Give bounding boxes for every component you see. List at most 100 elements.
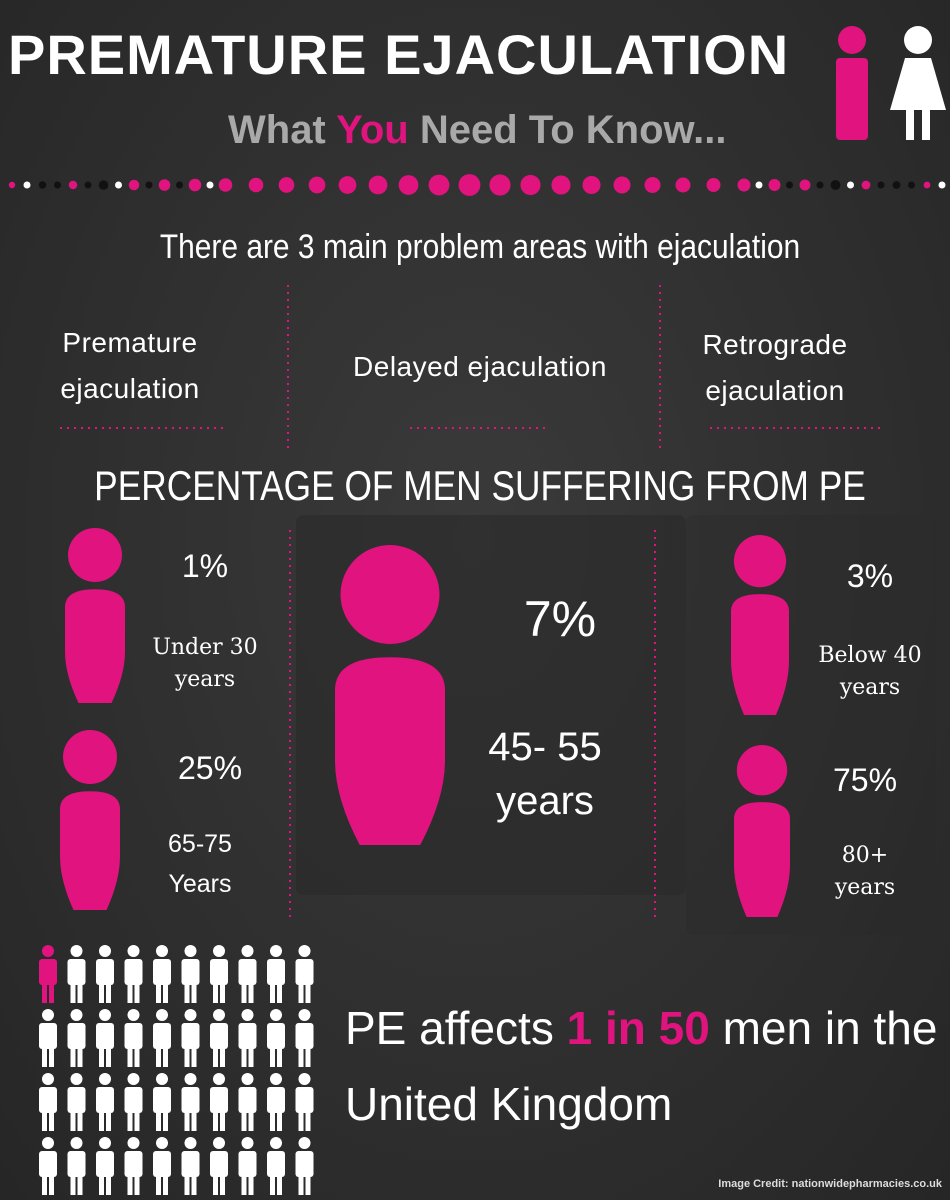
stat-group: Under 30 years [152, 635, 258, 692]
icon-body [181, 959, 200, 985]
crowd-icon [238, 1073, 257, 1131]
icon-head [340, 545, 440, 644]
separator-dot [908, 181, 915, 189]
crowd-icon [124, 1009, 143, 1067]
separator-dot [248, 177, 264, 193]
crowd-icon [153, 945, 171, 1003]
icon-leg [213, 1111, 218, 1131]
icon-leg [77, 1047, 83, 1067]
icon-body [67, 959, 86, 985]
icon-head [42, 1073, 54, 1085]
icon-leg [270, 983, 275, 1003]
icon-leg [270, 1111, 275, 1131]
icon-head [736, 745, 788, 796]
icon-leg [49, 1047, 54, 1067]
separator-dot [830, 180, 841, 190]
icon-body [267, 1023, 285, 1049]
icon-body [96, 1023, 114, 1049]
crowd-icon [295, 1073, 314, 1131]
icon-leg [163, 983, 168, 1003]
icon-leg [220, 983, 225, 1003]
icon-leg [42, 1047, 47, 1067]
section-title: PERCENTAGE OF MEN SUFFERING FROM PE [94, 462, 866, 509]
icon-leg [305, 1175, 311, 1195]
separator-dot [847, 181, 854, 189]
icon-head [156, 1137, 168, 1149]
separator-dot [428, 174, 450, 196]
separator-dot [54, 181, 61, 189]
stat-group: 45- 55 years [488, 725, 602, 823]
icon-body [267, 1087, 285, 1113]
icon-head [127, 1137, 140, 1149]
icon-head [270, 1137, 282, 1149]
icon-leg [99, 1175, 104, 1195]
stat-percent: 1% [181, 548, 229, 584]
stat-group: Below 40 years [818, 643, 922, 700]
icon-head [298, 1009, 311, 1021]
crowd-icon [210, 1009, 228, 1067]
separator-dot [799, 179, 811, 191]
problem-area: Premature ejaculation [60, 327, 200, 404]
stat-percent: 7% [523, 591, 597, 647]
subtitle: What You Need To Know... [228, 108, 727, 153]
separator-dot [923, 181, 931, 189]
icon-head [184, 1073, 197, 1085]
crowd-icon [67, 1073, 86, 1131]
separator-dot [737, 178, 751, 192]
icon-leg [191, 1111, 197, 1131]
separator-dot [551, 175, 571, 195]
statement-number: 1 [566, 1002, 593, 1054]
icon-leg [127, 1111, 133, 1131]
person-icon [335, 545, 445, 845]
separator-dot [613, 176, 631, 194]
icon-body [210, 959, 228, 985]
man-icon [836, 26, 868, 140]
icon-leg [277, 1111, 282, 1131]
icon-body [39, 959, 57, 985]
separator-dot [755, 181, 763, 189]
stat-percent: 25% [177, 750, 243, 786]
crowd-icon [96, 1009, 114, 1067]
icon-body [836, 58, 868, 140]
separator-dot [206, 181, 214, 189]
icon-leg [220, 1111, 225, 1131]
icon-body [153, 959, 171, 985]
crowd-icon [67, 1137, 86, 1195]
icon-leg [163, 1175, 168, 1195]
icon-leg [134, 1047, 140, 1067]
icon-body [295, 1023, 314, 1049]
stat-percent: 75% [832, 762, 898, 798]
icon-leg [305, 1111, 311, 1131]
icon-head [127, 945, 140, 957]
icon-body [67, 1023, 86, 1049]
statement-text: men in the United Kingdom [345, 1002, 938, 1130]
crowd-icon [210, 945, 228, 1003]
icon-leg [163, 1111, 168, 1131]
crowd-icon [267, 1009, 285, 1067]
icon-leg [248, 1047, 254, 1067]
icon-body [267, 1151, 285, 1177]
icon-body [153, 1023, 171, 1049]
icon-body [734, 802, 790, 917]
crowd-icon [67, 945, 86, 1003]
crowd-icon [238, 945, 257, 1003]
icon-head [270, 945, 282, 957]
woman-icon [890, 26, 946, 140]
icon-body [210, 1151, 228, 1177]
person-icon [60, 730, 120, 910]
icon-body [731, 594, 789, 715]
icon-leg [241, 1047, 247, 1067]
separator-dot [938, 181, 946, 189]
separator-dot [338, 176, 357, 194]
crowd-icon [295, 1137, 314, 1195]
separator-dot [892, 181, 901, 189]
icon-head [68, 528, 122, 582]
icon-leg [163, 1047, 168, 1067]
icon-head [213, 945, 225, 957]
icon-leg [127, 1047, 133, 1067]
crowd-icon [295, 1009, 314, 1067]
icon-leg [156, 1047, 161, 1067]
icon-leg [49, 983, 54, 1003]
separator-dot [308, 176, 326, 194]
icon-leg [241, 1175, 247, 1195]
